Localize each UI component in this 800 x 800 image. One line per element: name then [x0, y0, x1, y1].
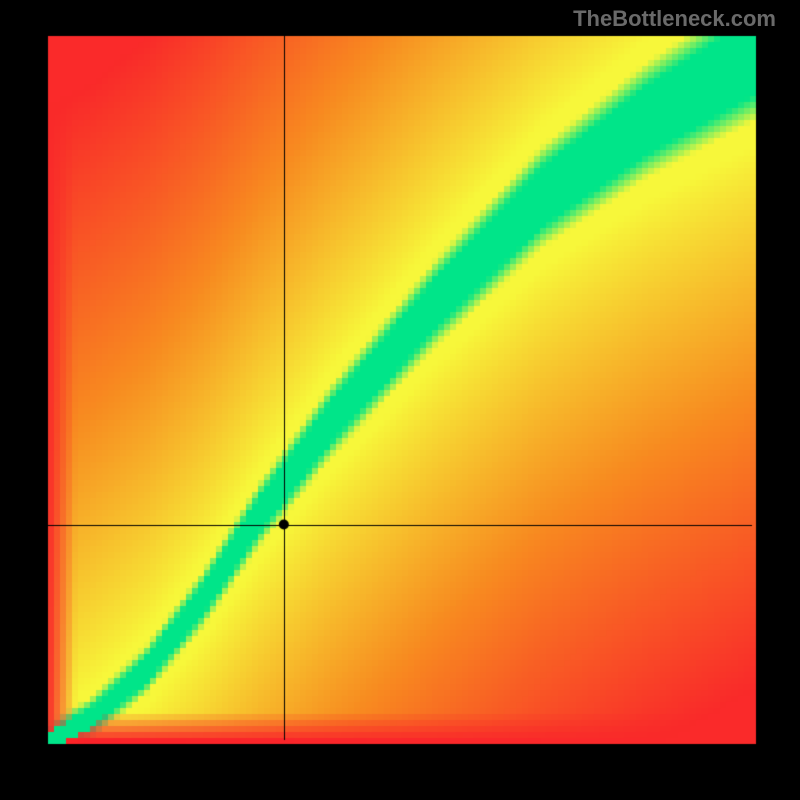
chart-container: TheBottleneck.com [0, 0, 800, 800]
heatmap-canvas [0, 0, 800, 800]
watermark-text: TheBottleneck.com [573, 6, 776, 32]
